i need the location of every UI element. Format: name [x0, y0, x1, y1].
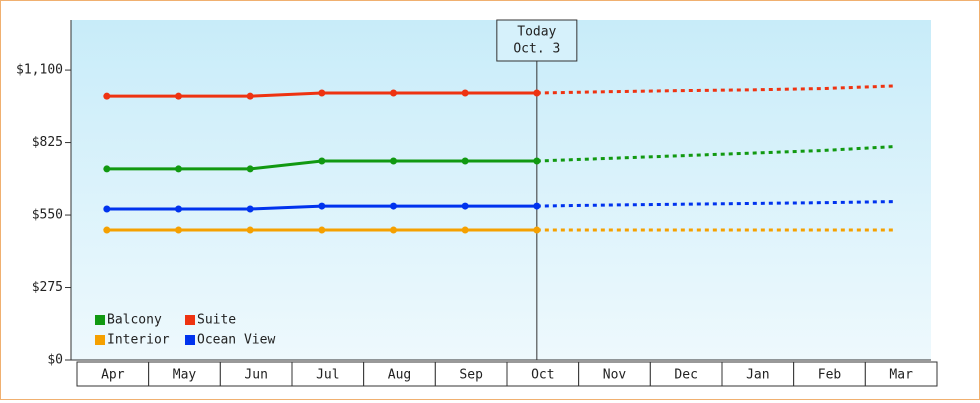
y-tick-label: $0	[47, 353, 63, 368]
x-tick-box	[76, 361, 150, 387]
x-tick-label: Dec	[674, 368, 697, 383]
x-tick-box	[793, 361, 866, 387]
x-tick-box	[864, 361, 938, 387]
point	[461, 226, 469, 234]
point	[390, 157, 397, 165]
x-tick-box	[219, 361, 293, 387]
point	[461, 202, 469, 210]
legend-swatch	[95, 315, 105, 325]
x-tick-label: Mar	[889, 368, 913, 383]
point	[318, 157, 326, 165]
x-tick-label: Jun	[244, 368, 267, 383]
point	[103, 165, 111, 173]
x-tick-label: Aug	[388, 368, 411, 383]
forecast-line	[536, 200, 896, 208]
x-tick-label: Oct	[531, 368, 554, 383]
y-tick-label: $1,100	[16, 63, 63, 78]
x-tick-box	[363, 361, 436, 387]
legend-swatch	[185, 335, 195, 345]
point	[246, 92, 254, 100]
point	[318, 89, 326, 97]
legend-swatch	[95, 335, 105, 345]
x-tick-label: Nov	[603, 368, 627, 383]
legend-label: Suite	[197, 313, 236, 328]
x-tick-box	[148, 361, 221, 387]
x-tick-label: Jul	[316, 368, 339, 383]
y-tick-label: $825	[32, 135, 63, 150]
x-tick-label: May	[173, 368, 197, 383]
point	[103, 226, 111, 234]
today-title: Today	[517, 25, 556, 40]
x-tick-box	[649, 361, 723, 387]
point	[175, 205, 182, 213]
forecast-line	[536, 145, 896, 163]
today-box	[496, 19, 578, 62]
point	[246, 205, 254, 213]
legend-label: Balcony	[107, 313, 162, 328]
x-tick-box	[434, 361, 508, 387]
point	[175, 92, 182, 100]
point	[175, 226, 182, 234]
point	[390, 89, 397, 97]
point	[390, 226, 397, 234]
point	[103, 92, 111, 100]
point	[246, 165, 254, 173]
point	[175, 165, 182, 173]
point	[461, 89, 469, 97]
legend-label: Interior	[107, 333, 170, 348]
today-date: Oct. 3	[513, 42, 560, 57]
x-tick-label: Apr	[101, 368, 125, 383]
point	[246, 226, 254, 234]
point	[390, 202, 397, 210]
point	[461, 157, 469, 165]
point	[318, 226, 326, 234]
x-tick-label: Sep	[459, 368, 483, 383]
x-tick-label: Feb	[818, 368, 842, 383]
y-tick-label: $550	[32, 208, 63, 223]
point	[103, 205, 111, 213]
x-tick-box	[291, 361, 365, 387]
legend-label: Ocean View	[197, 333, 275, 348]
point	[318, 202, 326, 210]
legend-swatch	[185, 315, 195, 325]
forecast-line	[536, 84, 896, 95]
y-tick-label: $275	[32, 280, 63, 295]
plot-area	[71, 20, 931, 360]
x-tick-label: Jan	[746, 368, 769, 383]
